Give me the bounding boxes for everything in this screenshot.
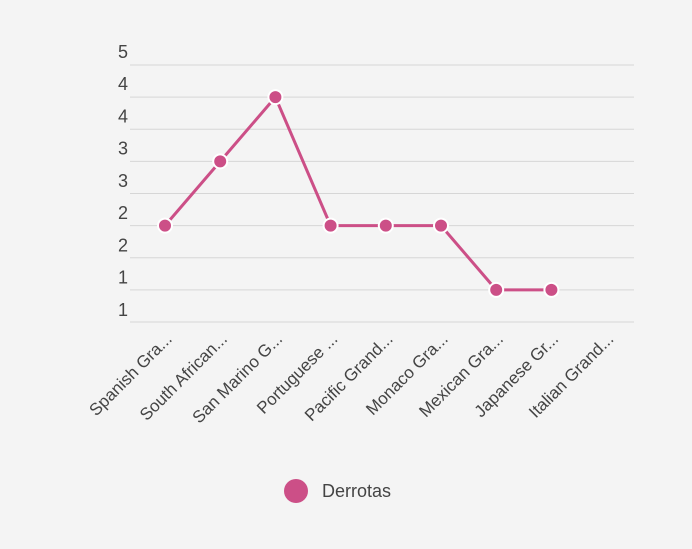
y-tick-label: 1	[118, 268, 128, 288]
y-tick-label: 1	[118, 300, 128, 320]
legend-label-derrotas: Derrotas	[322, 480, 392, 501]
data-point	[157, 217, 173, 234]
y-tick-label: 3	[118, 171, 128, 191]
y-tick-label: 4	[118, 74, 128, 94]
y-tick-label: 2	[118, 235, 128, 255]
data-point	[322, 217, 339, 234]
data-point	[543, 281, 560, 298]
data-point	[377, 217, 394, 234]
legend-swatch-derrotas[interactable]	[284, 479, 308, 503]
data-point	[212, 153, 229, 170]
y-tick-label: 3	[118, 139, 128, 159]
y-tick-label: 4	[118, 106, 128, 126]
y-tick-label: 2	[118, 203, 128, 223]
data-point	[433, 217, 449, 234]
data-point	[267, 89, 284, 106]
legend: Derrotas	[284, 479, 391, 503]
y-tick-label: 5	[118, 42, 128, 62]
data-point	[488, 281, 505, 298]
series-line-derrotas	[163, 95, 553, 292]
